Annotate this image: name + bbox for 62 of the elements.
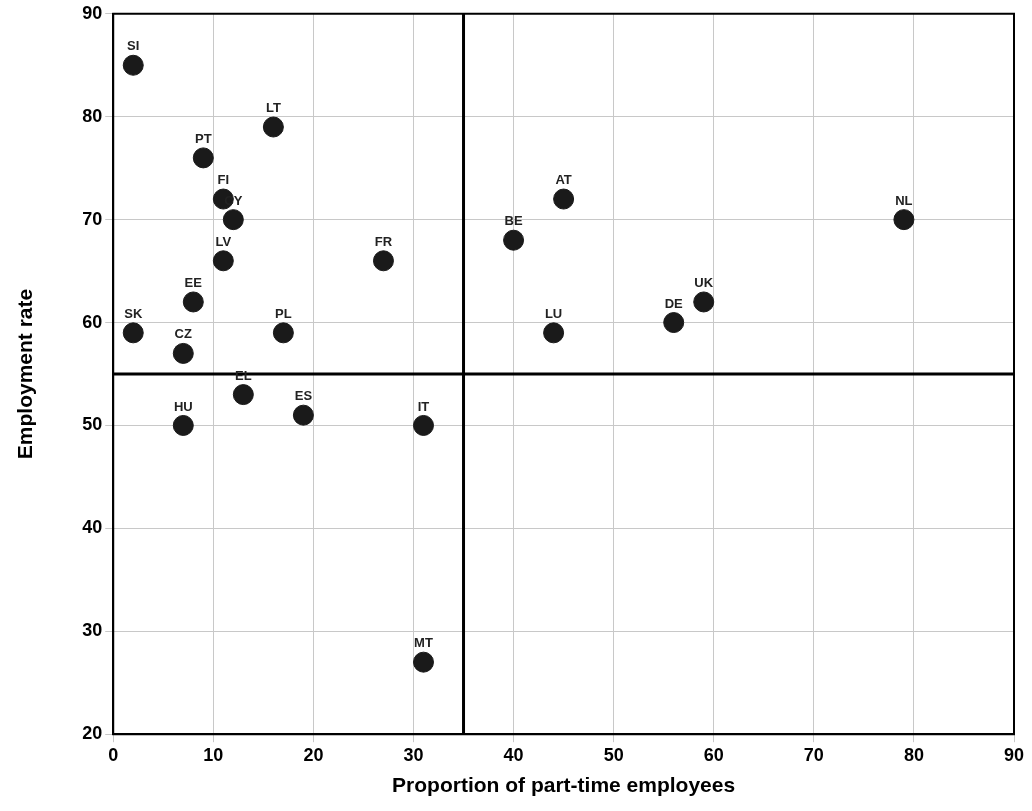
x-tick-label: 10	[203, 744, 224, 765]
annotation: PT	[194, 130, 212, 146]
annotation: LV	[215, 233, 232, 249]
y-tick-label: 90	[82, 2, 103, 23]
point	[543, 322, 565, 344]
annotation: DE	[664, 295, 684, 311]
x-tick-label: 20	[303, 744, 324, 765]
annotation: SK	[124, 305, 143, 321]
annotation: AT	[555, 172, 572, 188]
annotation: NL	[895, 192, 913, 208]
annotation: UK	[694, 275, 714, 291]
x-tick-label: 80	[903, 744, 924, 765]
x-axis-title: Proportion of part-time employees	[392, 773, 736, 797]
point	[262, 116, 284, 138]
annotation: EE	[184, 275, 203, 291]
annotation: CZ	[174, 326, 192, 342]
point	[412, 414, 434, 436]
point	[372, 250, 394, 272]
y-axis-title: Employment rate	[13, 288, 37, 460]
point	[222, 209, 244, 231]
annotation: BE	[504, 213, 523, 229]
point	[503, 229, 525, 251]
point	[893, 209, 915, 231]
point	[412, 651, 434, 673]
annotation: LT	[265, 100, 281, 116]
x-tick-label: 0	[108, 744, 119, 765]
y-tick-label: 40	[82, 517, 103, 538]
y-tick-label: 50	[82, 414, 103, 435]
annotation: FI	[217, 172, 230, 188]
point	[663, 312, 685, 334]
annotation: SI	[127, 38, 140, 54]
point	[232, 384, 254, 406]
point	[693, 291, 715, 313]
point	[272, 322, 294, 344]
annotation: EL	[235, 367, 252, 383]
point	[192, 147, 214, 169]
annotation: LU	[544, 305, 563, 321]
point	[182, 291, 204, 313]
annotation: ES	[294, 388, 313, 404]
x-tick-label: 40	[503, 744, 524, 765]
y-tick-label: 70	[82, 208, 103, 229]
x-tick-label: 50	[603, 744, 624, 765]
point	[212, 250, 234, 272]
x-tick-label: 60	[703, 744, 724, 765]
y-tick-label: 20	[82, 723, 103, 744]
point	[553, 188, 575, 210]
point	[172, 342, 194, 364]
annotation: HU	[173, 398, 193, 414]
annotation: IT	[417, 398, 430, 414]
x-tick-label: 30	[403, 744, 424, 765]
point	[172, 414, 194, 436]
annotation: PL	[275, 305, 292, 321]
y-tick-label: 60	[82, 311, 103, 332]
point	[122, 54, 144, 76]
y-tick-label: 30	[82, 620, 103, 641]
y-tick-label: 80	[82, 105, 103, 126]
point	[122, 322, 144, 344]
x-tick-label: 70	[803, 744, 824, 765]
annotation: FR	[374, 233, 393, 249]
point	[292, 404, 314, 426]
x-tick-label: 90	[1003, 744, 1025, 765]
annotation: MT	[414, 635, 433, 651]
